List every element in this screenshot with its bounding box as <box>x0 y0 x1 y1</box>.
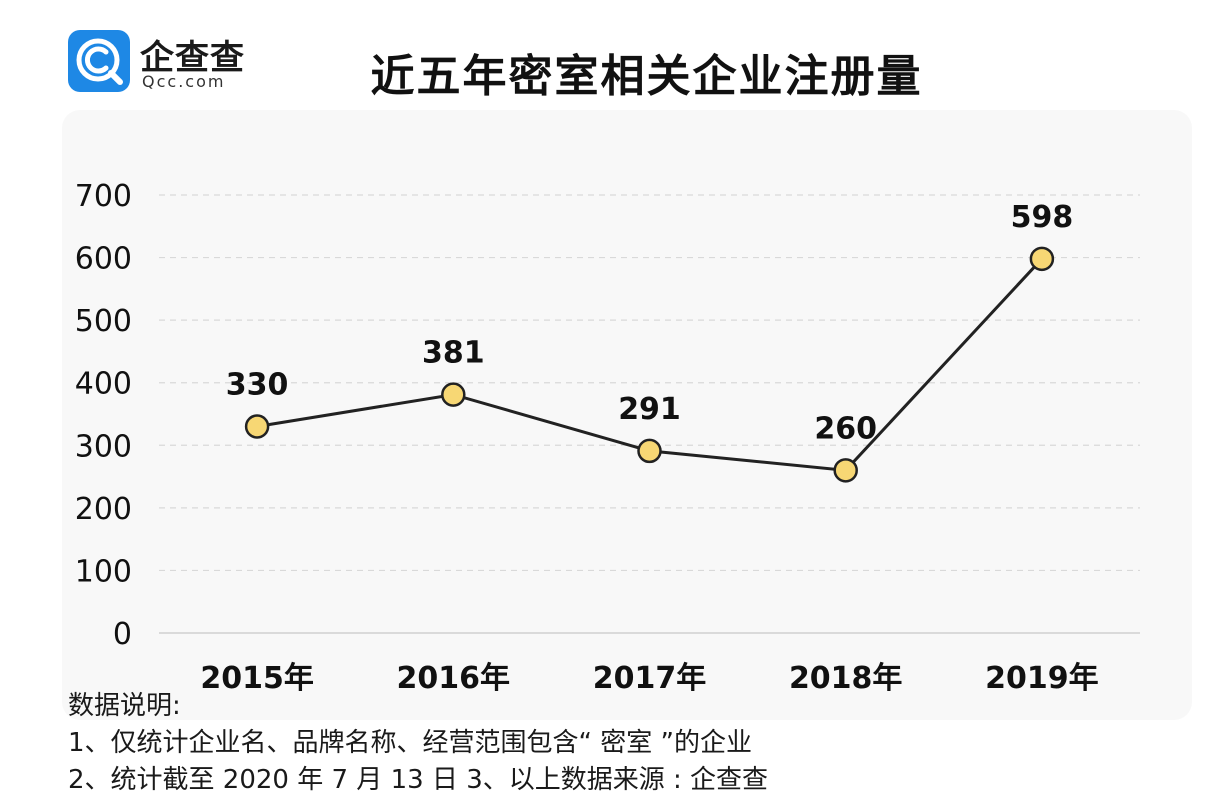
y-tick-label: 500 <box>75 304 132 339</box>
data-point <box>244 414 270 439</box>
x-tick-label: 2019年 <box>985 661 1099 696</box>
x-tick-label: 2018年 <box>789 661 903 696</box>
x-tick-label: 2015年 <box>200 661 314 696</box>
qcc-logo: 企查查 Qcc.com <box>68 30 258 94</box>
line-chart: 0 100 200 300 400 500 600 700 2015年 2016年 2017年 201… <box>75 179 1140 696</box>
data-label: 260 <box>814 411 877 446</box>
logo-domain: Qcc.com <box>142 72 226 91</box>
chart-title: 近五年密室相关企业注册量 <box>370 51 923 102</box>
chart-panel: 0 100 200 300 400 500 600 700 2015年 2016年 2017年 201… <box>62 110 1192 720</box>
y-tick-label: 0 <box>113 617 132 652</box>
y-tick-label: 200 <box>75 492 132 527</box>
qcc-logo-icon <box>68 30 130 92</box>
logo-name: 企查查 <box>140 38 245 78</box>
data-label: 598 <box>1011 200 1074 235</box>
y-tick-label: 600 <box>75 242 132 277</box>
data-point <box>441 382 466 407</box>
data-point <box>637 438 662 464</box>
data-notes: 数据说明: 1、仅统计企业名、品牌名称、经营范围包含“ 密室 ”的企业 2、统计… <box>68 688 1168 799</box>
data-label: 381 <box>422 336 485 371</box>
data-point <box>1029 246 1055 272</box>
y-tick-label: 100 <box>75 554 132 589</box>
x-tick-label: 2017年 <box>593 661 707 696</box>
y-tick-label: 400 <box>75 367 132 402</box>
notes-heading: 数据说明: <box>68 691 181 721</box>
y-tick-label: 300 <box>75 429 132 464</box>
x-tick-label: 2016年 <box>397 661 511 696</box>
y-tick-label: 700 <box>75 179 132 214</box>
notes-line-2: 2、统计截至 2020 年 7 月 13 日 3、以上数据来源 : 企查查 <box>68 765 769 795</box>
data-point <box>833 458 858 483</box>
series-line <box>256 257 1043 472</box>
data-label: 330 <box>226 368 289 403</box>
notes-line-1: 1、仅统计企业名、品牌名称、经营范围包含“ 密室 ”的企业 <box>68 728 753 758</box>
data-label: 291 <box>618 392 681 427</box>
